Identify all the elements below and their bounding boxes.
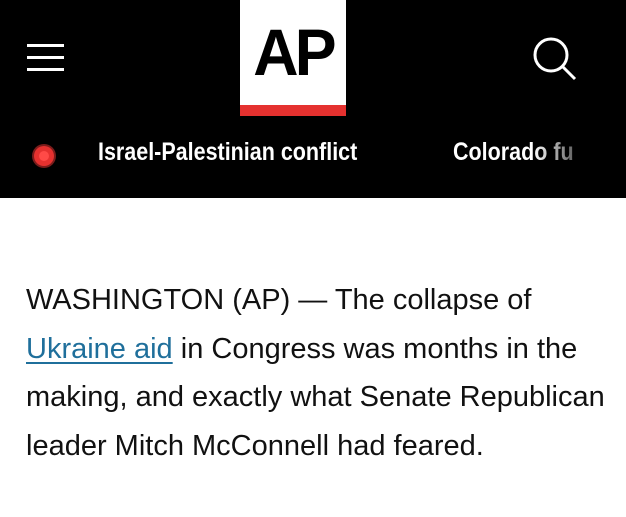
trending-item-israel-palestinian[interactable]: Israel-Palestinian conflict <box>98 138 358 166</box>
logo-red-bar <box>240 105 346 116</box>
hamburger-menu-icon[interactable] <box>27 44 65 74</box>
ap-logo[interactable]: AP <box>240 0 346 116</box>
search-icon[interactable] <box>530 34 580 82</box>
article-lead: WASHINGTON (AP) — The collapse of <box>26 284 532 316</box>
trending-bar: Israel-Palestinian conflict Colorado fu <box>0 136 626 176</box>
logo-text: AP <box>253 15 336 89</box>
article-paragraph: WASHINGTON (AP) — The collapse of Ukrain… <box>26 276 606 470</box>
site-header: AP Israel-Palestinian conflict Colorado … <box>0 0 626 198</box>
live-dot-icon <box>34 146 54 166</box>
ukraine-aid-link[interactable]: Ukraine aid <box>26 332 173 365</box>
article-rest: in Congress was months in the making, an… <box>26 332 605 462</box>
trending-item-colorado[interactable]: Colorado fu <box>453 138 586 167</box>
